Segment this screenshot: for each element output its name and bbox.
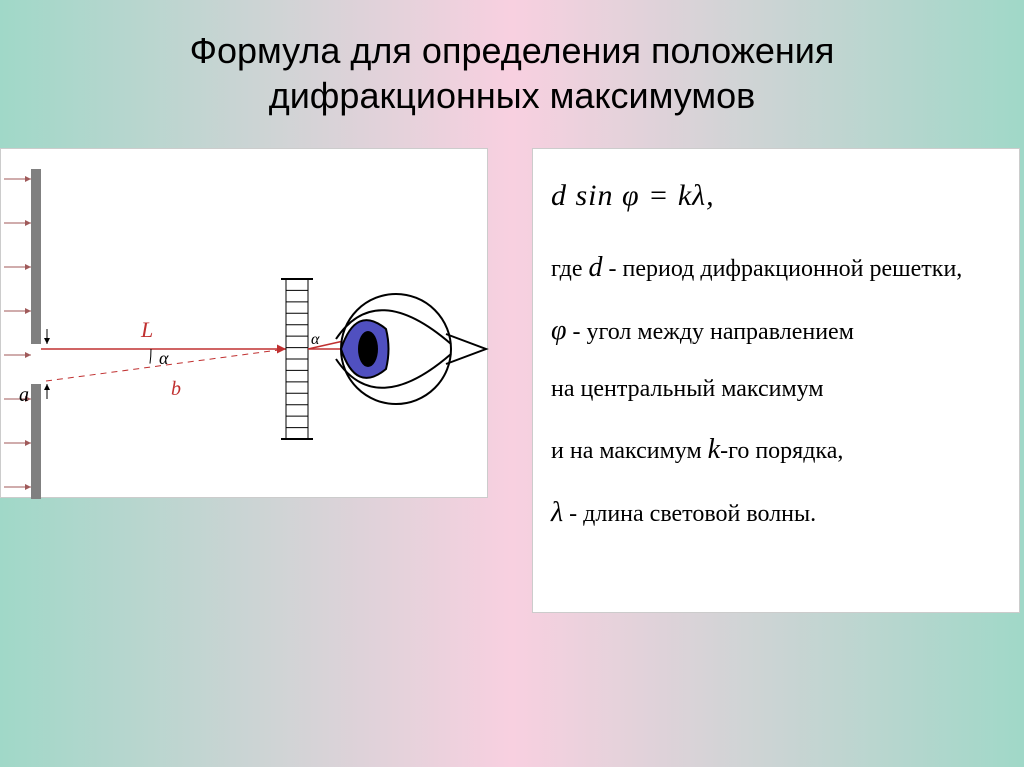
grating-equation: d sin φ = kλ, [551, 179, 1001, 213]
label-alpha: α [159, 348, 169, 368]
slide-title: Формула для определения положения дифрак… [0, 0, 1024, 138]
formula-line: φ - угол между направлением [551, 304, 1001, 357]
slide: Формула для определения положения дифрак… [0, 0, 1024, 767]
title-line-1: Формула для определения положения [190, 30, 835, 71]
optics-diagram: aLbαα [1, 149, 489, 499]
content-row: aLbαα d sin φ = kλ, где d - период дифра… [0, 138, 1024, 767]
eye-pupil [358, 331, 378, 367]
label-L: L [140, 317, 153, 342]
label-a: a [19, 384, 29, 406]
formula-line: λ - длина световой волны. [551, 486, 1001, 539]
slit-opening [31, 344, 41, 384]
formula-line: на центральный максимум [551, 367, 1001, 413]
angle-arc [150, 349, 151, 364]
title-line-2: дифракционных максимумов [269, 75, 756, 116]
label-b: b [171, 378, 181, 400]
formula-line: и на максимум k-го порядка, [551, 423, 1001, 476]
slit-screen [31, 169, 41, 499]
formula-line: где d - период дифракционной решетки, [551, 241, 1001, 294]
label-alpha-2: α [311, 331, 320, 348]
formula-description: где d - период дифракционной решетки, φ -… [551, 241, 1001, 539]
formula-panel: d sin φ = kλ, где d - период дифракционн… [532, 148, 1020, 613]
diagram-panel: aLbαα [0, 148, 488, 498]
